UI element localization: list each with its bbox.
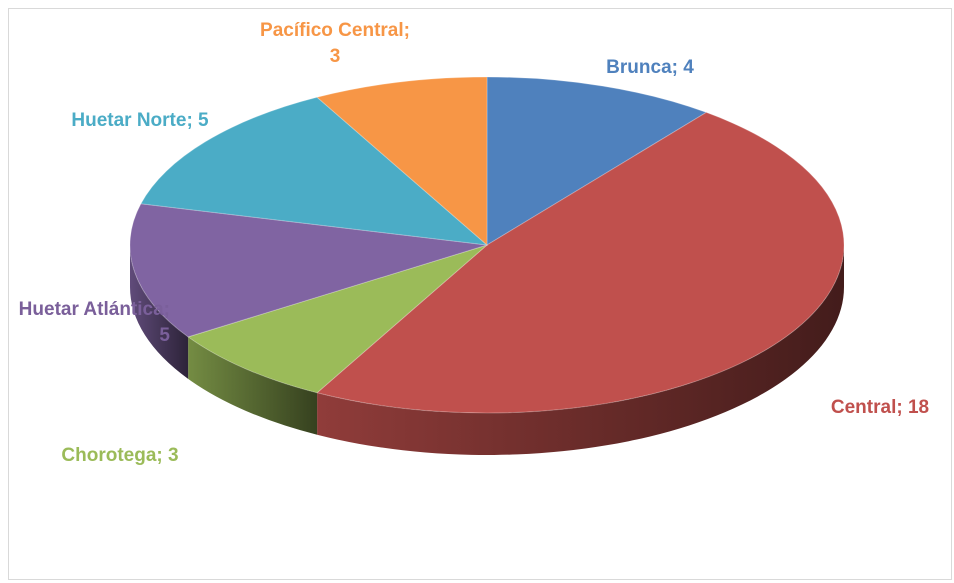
data-label: Pacífico Central; 3 (260, 20, 410, 67)
data-label: Chorotega; 3 (61, 445, 179, 466)
pie-slice (316, 76, 488, 247)
pie-slice (129, 203, 488, 338)
chart-frame (8, 8, 952, 580)
data-label: Central; 18 (830, 397, 930, 418)
pie-side (130, 245, 189, 379)
pie-slice (140, 96, 489, 246)
pie-side (188, 336, 318, 435)
pie-slice (486, 76, 708, 246)
data-label: Huetar Norte; 5 (71, 110, 209, 131)
pie-side (317, 245, 845, 455)
data-label: Brunca; 4 (606, 57, 694, 78)
pie-slice (187, 244, 488, 394)
data-label: Huetar Atlántica; 5 (18, 299, 170, 346)
pie-slice (316, 111, 845, 414)
